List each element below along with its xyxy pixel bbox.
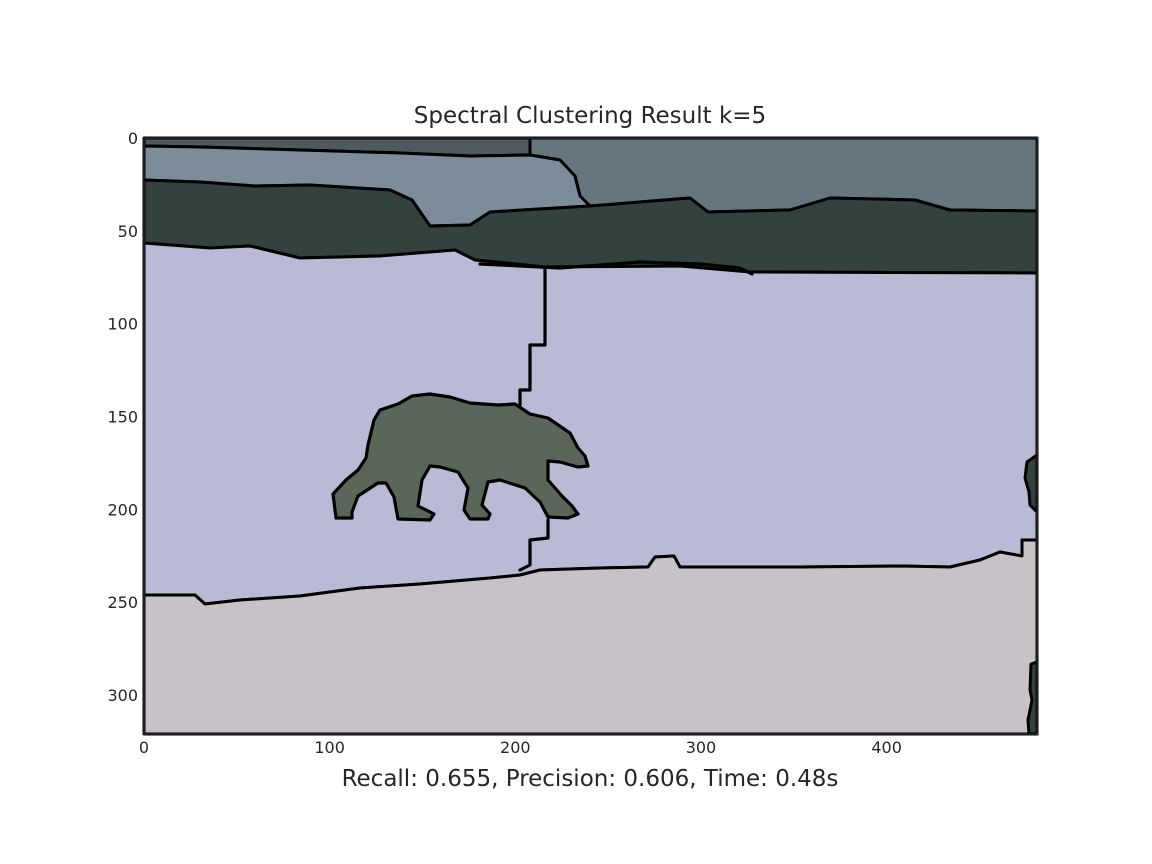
segment-boundary [518,518,550,572]
y-tick-label: 0 [128,129,138,148]
x-tick-label: 100 [314,738,345,757]
x-tick-label: 200 [500,738,531,757]
y-tick-label: 300 [107,686,138,705]
segment-boundary [478,260,754,276]
segment-bear [331,392,590,522]
plot-frame [143,137,1038,735]
x-tick-label: 400 [871,738,902,757]
y-tick-label: 100 [107,315,138,334]
y-tick-label: 200 [107,500,138,519]
x-tick-label: 300 [686,738,717,757]
segment-boundary [518,268,547,407]
y-tick-label: 50 [118,222,138,241]
segment-ground-gray [142,538,1039,736]
x-tick-label: 0 [139,738,149,757]
y-axis-ticks: 0 50 100 150 200 250 300 [107,129,138,705]
segment-snow-lavender [142,241,1039,606]
y-tick-label: 150 [107,408,138,427]
chart-title: Spectral Clustering Result k=5 [414,103,766,129]
x-axis-ticks: 0 100 200 300 400 [139,738,902,757]
y-tick-label: 250 [107,593,138,612]
segmentation-image [142,136,1039,736]
metrics-caption: Recall: 0.655, Precision: 0.606, Time: 0… [342,766,839,792]
segment-sky-band-right [528,136,1039,214]
